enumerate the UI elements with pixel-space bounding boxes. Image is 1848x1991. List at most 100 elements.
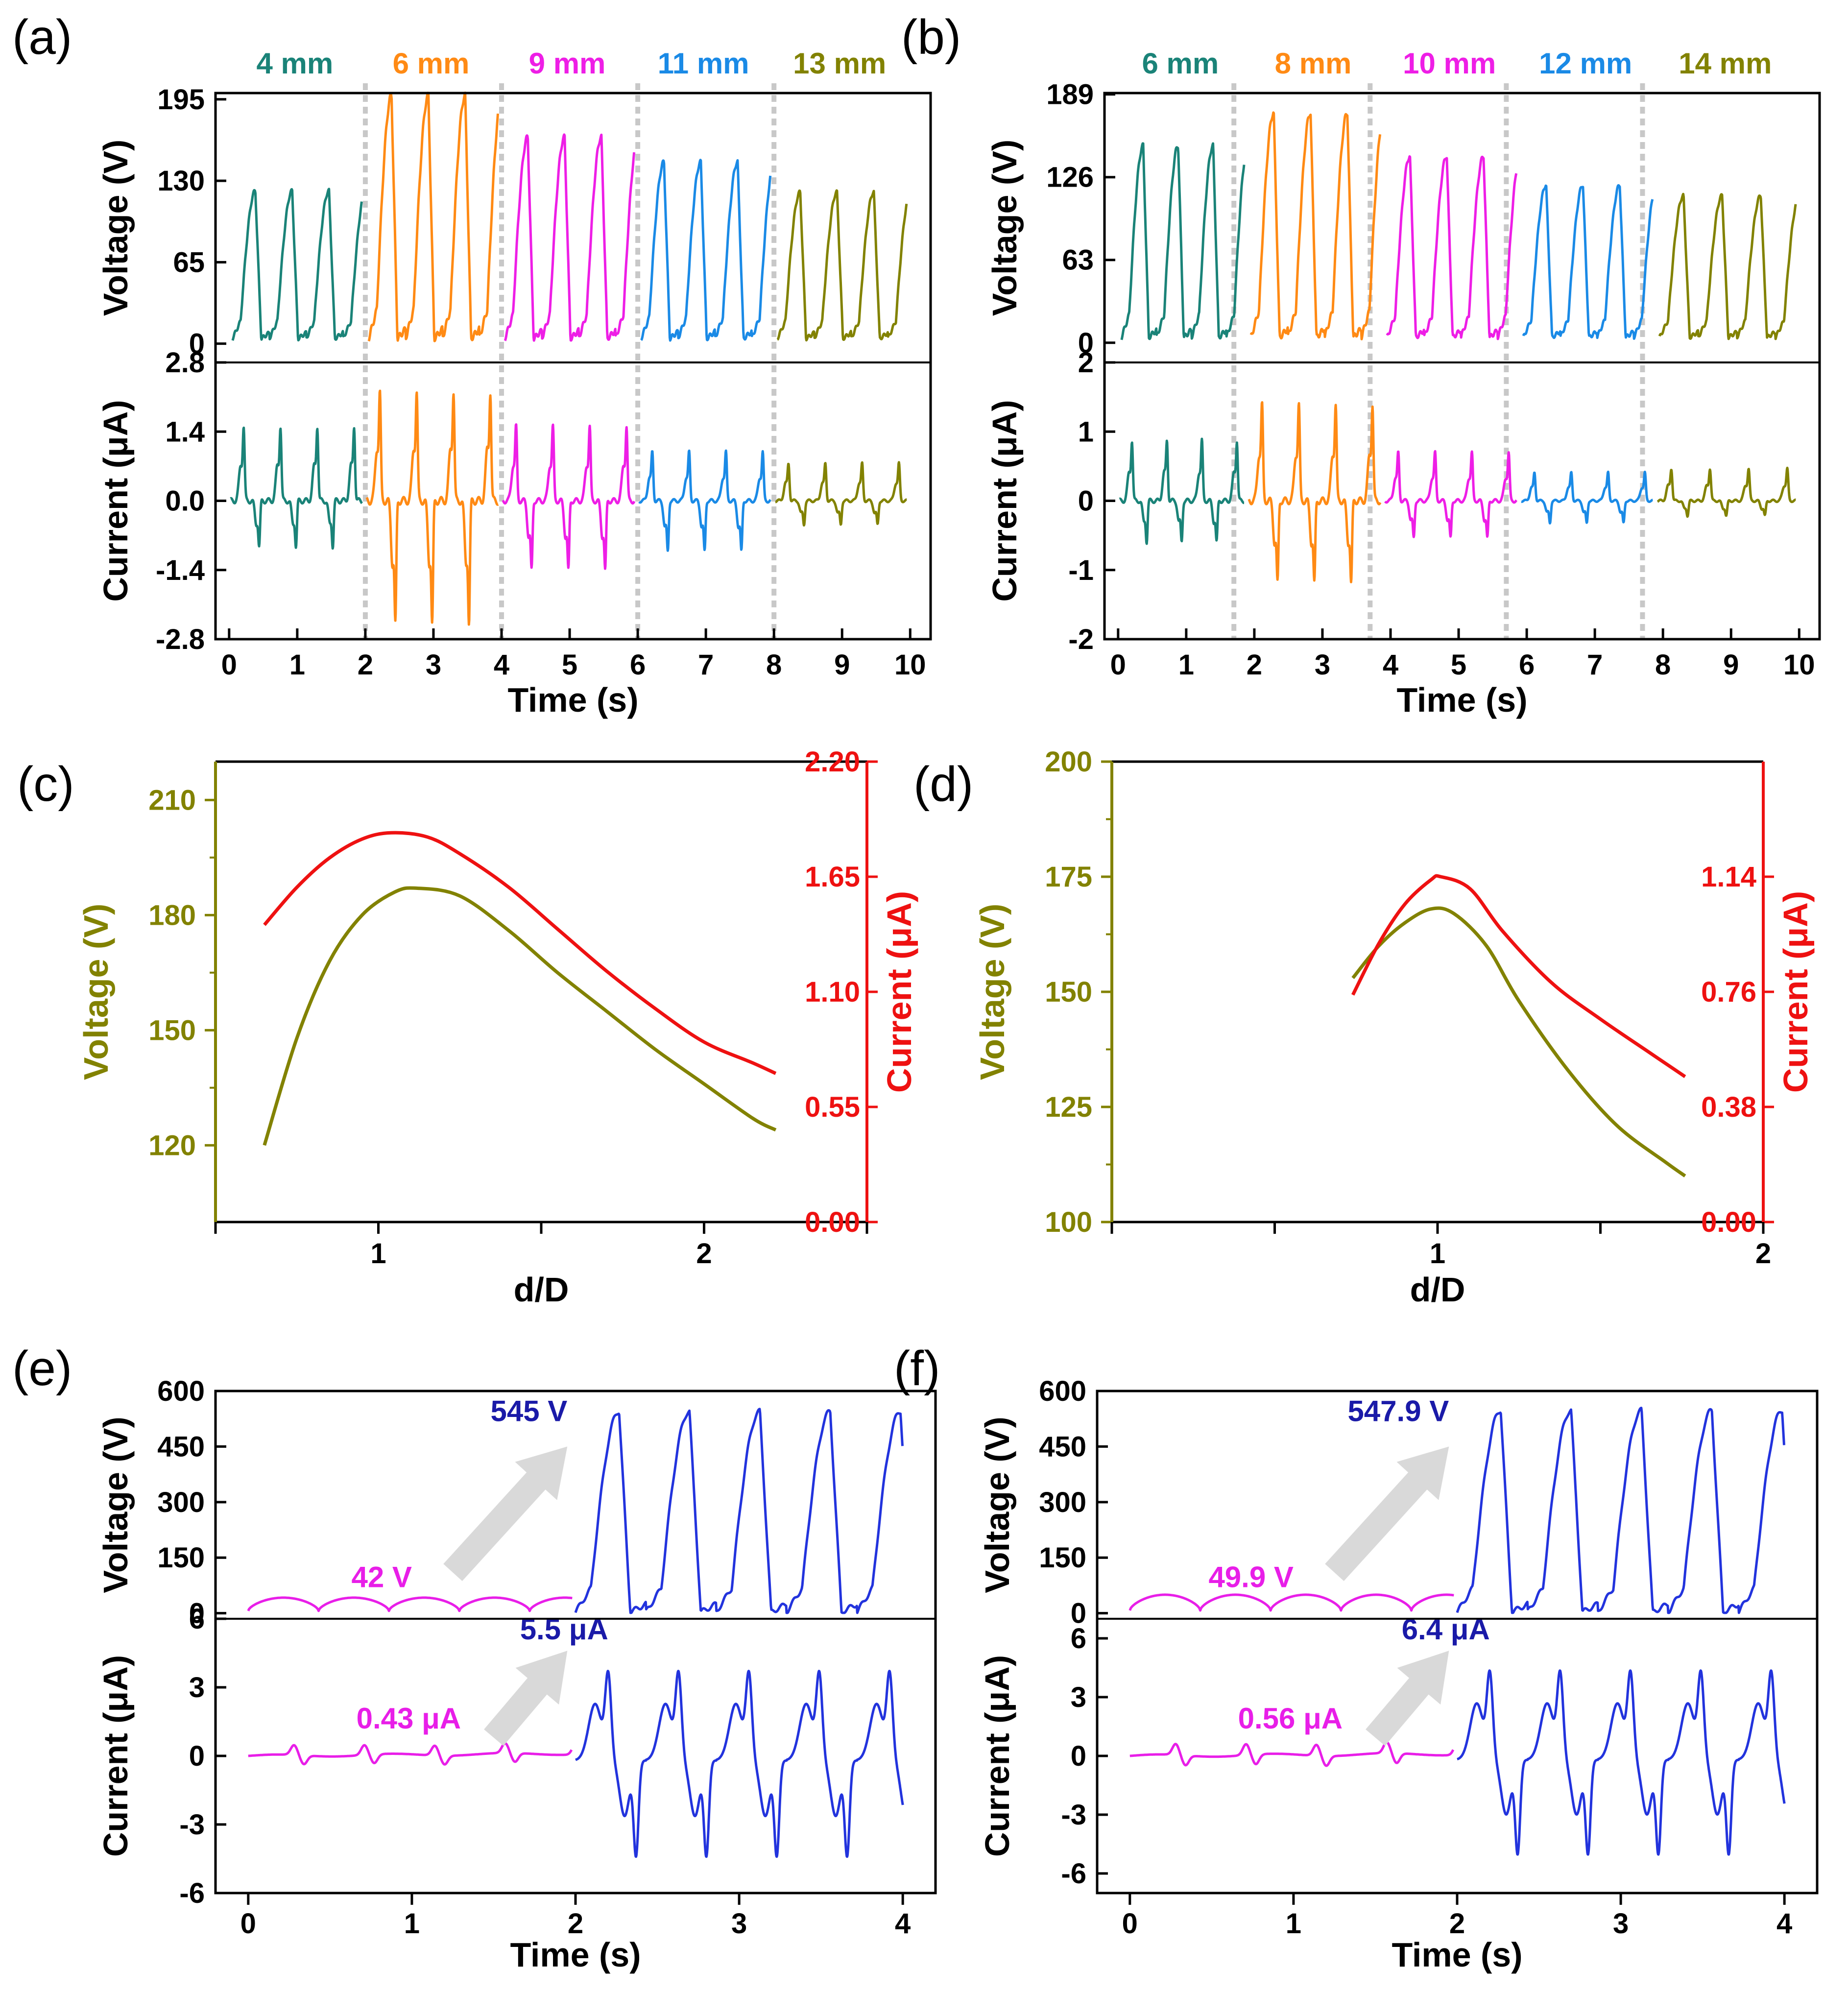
x-tick-label: 9 <box>834 649 850 681</box>
y-tick-label: 2.8 <box>165 347 205 379</box>
x-tick-label: 3 <box>426 649 441 681</box>
x-tick-label: 6 <box>630 649 646 681</box>
panel-label: (b) <box>901 10 961 65</box>
annotation-before-current: 0.56 μA <box>1238 1702 1343 1735</box>
y-axis-title-voltage: Voltage (V) <box>985 140 1024 316</box>
current-trace <box>1520 470 1654 525</box>
voltage-trace-after <box>1456 1407 1785 1614</box>
current-trace <box>638 449 771 552</box>
x-tick-label: 1 <box>1178 649 1194 681</box>
x-tick-label: 1 <box>289 649 305 681</box>
x-tick-label: 0 <box>1110 649 1126 681</box>
voltage-curve <box>1351 906 1686 1177</box>
segment-label: 11 mm <box>658 47 749 80</box>
x-tick-label: 2 <box>696 1238 712 1270</box>
y-tick-label: 189 <box>1046 79 1094 111</box>
voltage-trace-before <box>247 1596 573 1612</box>
x-tick-label: 0 <box>221 649 237 681</box>
segment-label: 10 mm <box>1403 47 1496 80</box>
x-axis-title: d/D <box>514 1271 569 1309</box>
x-tick-label: 6 <box>1519 649 1535 681</box>
y-tick-label: -1 <box>1068 554 1094 586</box>
x-tick-label: 7 <box>698 649 714 681</box>
x-tick-label: 0 <box>1122 1908 1138 1940</box>
y-tick-label: 65 <box>173 246 205 278</box>
x-axis-title: Time (s) <box>1396 681 1527 719</box>
panel-label: (a) <box>12 10 72 65</box>
x-tick-label: 4 <box>895 1908 911 1940</box>
x-tick-label: 1 <box>370 1238 386 1270</box>
x-tick-label: 9 <box>1723 649 1739 681</box>
y-tick-label: 600 <box>1039 1375 1086 1407</box>
y-tick-label: 130 <box>157 165 205 197</box>
voltage-trace <box>1658 192 1797 340</box>
voltage-trace <box>231 188 363 342</box>
voltage-trace <box>367 91 499 342</box>
current-trace-after <box>1456 1669 1786 1856</box>
x-tick-label: 0 <box>240 1908 256 1940</box>
right-tick-label: 1.14 <box>1701 861 1756 893</box>
right-tick-label: 0.00 <box>1701 1206 1756 1238</box>
current-trace <box>774 461 908 527</box>
y-tick-label: 450 <box>157 1431 205 1463</box>
x-tick-label: 4 <box>494 649 509 681</box>
y-tick-label: 0.0 <box>165 485 205 517</box>
y-tick-label: -2.8 <box>156 624 205 655</box>
x-tick-label: 4 <box>1383 649 1398 681</box>
current-trace-before <box>1129 1741 1455 1767</box>
voltage-trace <box>776 189 908 342</box>
current-trace <box>1118 437 1245 545</box>
y-tick-label: 0 <box>1078 327 1094 359</box>
y-tick-label: 0 <box>189 1598 205 1630</box>
y-tick-label: 1.4 <box>165 416 205 448</box>
y-axis-title-current: Current (μA) <box>985 400 1024 601</box>
voltage-trace-after <box>574 1408 904 1614</box>
x-tick-label: 2 <box>1247 649 1262 681</box>
voltage-trace <box>1522 184 1654 340</box>
segment-label: 6 mm <box>1142 47 1219 80</box>
left-tick-label: 150 <box>148 1014 196 1046</box>
x-tick-label: 1 <box>404 1908 420 1940</box>
current-trace <box>502 423 636 570</box>
x-tick-label: 3 <box>731 1908 747 1940</box>
annotation-before-current: 0.43 μA <box>357 1702 461 1735</box>
right-tick-label: 1.10 <box>805 976 860 1008</box>
y-axis-title-current: Current (μA) <box>1776 891 1815 1093</box>
voltage-trace <box>1249 111 1382 340</box>
y-axis-title-voltage: Voltage (V) <box>96 1416 135 1593</box>
y-axis-title-voltage: Voltage (V) <box>77 904 115 1080</box>
x-tick-label: 3 <box>1613 1908 1629 1940</box>
x-tick-label: 1 <box>1286 1908 1301 1940</box>
y-tick-label: 3 <box>189 1672 205 1703</box>
segment-label: 12 mm <box>1539 47 1632 80</box>
current-trace <box>229 426 363 550</box>
y-tick-label: 63 <box>1062 244 1094 276</box>
left-tick-label: 120 <box>148 1129 196 1161</box>
left-tick-label: 150 <box>1045 976 1092 1008</box>
voltage-trace-before <box>1128 1593 1455 1612</box>
right-tick-label: 0.55 <box>805 1091 860 1123</box>
y-tick-label: 600 <box>157 1375 205 1407</box>
y-tick-label: 126 <box>1046 162 1094 193</box>
y-tick-label: 300 <box>157 1487 205 1518</box>
segment-label: 14 mm <box>1679 47 1772 80</box>
x-tick-label: 5 <box>562 649 577 681</box>
y-axis-title-current: Current (μA) <box>96 400 135 601</box>
x-tick-label: 2 <box>358 649 373 681</box>
y-axis-title-voltage: Voltage (V) <box>96 140 135 316</box>
y-tick-label: -3 <box>179 1809 205 1841</box>
voltage-trace <box>1386 155 1518 340</box>
y-tick-label: 450 <box>1039 1431 1086 1463</box>
y-tick-label: -3 <box>1061 1799 1086 1831</box>
increase-arrow <box>484 1651 568 1746</box>
plot-frame <box>1103 92 1821 641</box>
current-curve <box>263 831 777 1075</box>
left-tick-label: 210 <box>148 784 196 816</box>
y-tick-label: 0 <box>1078 485 1094 517</box>
segment-label: 4 mm <box>256 47 333 80</box>
y-axis-title-current: Current (μA) <box>880 891 918 1093</box>
segment-label: 13 mm <box>793 47 886 80</box>
y-axis-title-voltage: Voltage (V) <box>978 1416 1016 1593</box>
increase-arrow <box>1366 1651 1449 1746</box>
left-tick-label: 175 <box>1045 861 1092 893</box>
